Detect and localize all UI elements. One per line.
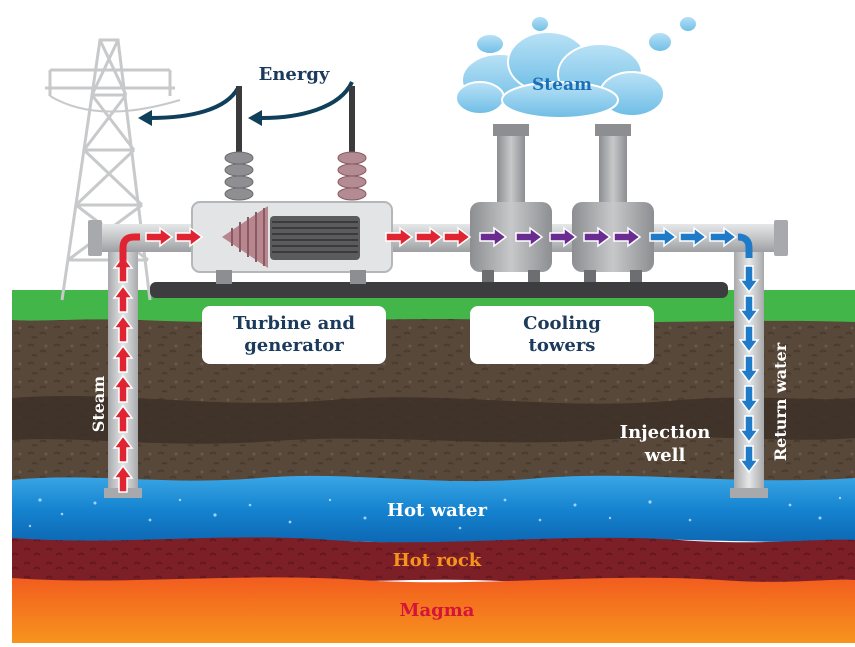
flow-arrows bbox=[112, 226, 760, 493]
hot-water-label: Hot water bbox=[387, 500, 488, 521]
cooling-label-line2: towers bbox=[528, 335, 596, 356]
cooling-tower-1 bbox=[470, 124, 552, 282]
steam-cloud bbox=[455, 15, 698, 119]
cooling-flow-arrow bbox=[583, 226, 612, 248]
turbine-generator bbox=[191, 86, 393, 284]
turbine-label-line1: Turbine and bbox=[233, 313, 355, 334]
hot-flow-arrow bbox=[415, 226, 444, 248]
turbine-generator-label: Turbine and generator bbox=[202, 306, 386, 364]
hot-rock-layer bbox=[12, 537, 855, 585]
return-down-arrow bbox=[738, 355, 760, 384]
hot-flow-arrow bbox=[175, 226, 204, 248]
soil-dark-band bbox=[12, 396, 855, 444]
return-down-arrow bbox=[738, 325, 760, 354]
return-down-arrow bbox=[738, 295, 760, 324]
steam-up-arrow bbox=[112, 374, 134, 403]
steam-side-label: Steam bbox=[89, 376, 108, 432]
cold-flow-arrow bbox=[649, 226, 678, 248]
steam-up-arrow bbox=[112, 254, 134, 283]
hot-water-layer bbox=[12, 475, 855, 545]
cooling-towers-label: Cooling towers bbox=[470, 306, 654, 364]
hot-flow-arrow bbox=[145, 226, 174, 248]
cooling-flow-arrow bbox=[613, 226, 642, 248]
return-elbow-arrow bbox=[737, 233, 753, 258]
steam-cloud-label: Steam bbox=[532, 75, 592, 95]
energy-label: Energy bbox=[259, 64, 330, 85]
injection-well-label-line1: Injection bbox=[620, 422, 711, 443]
steam-up-arrow bbox=[112, 464, 134, 493]
steam-up-arrow bbox=[112, 344, 134, 373]
cooling-flow-arrow bbox=[479, 226, 508, 248]
return-down-arrow bbox=[738, 385, 760, 414]
cooling-flow-arrow bbox=[515, 226, 544, 248]
steam-up-arrow bbox=[112, 314, 134, 343]
energy-arrows bbox=[138, 81, 354, 126]
water-bubbles bbox=[28, 496, 842, 530]
hot-flow-arrow bbox=[443, 226, 472, 248]
cooling-flow-arrow bbox=[549, 226, 578, 248]
steam-up-arrow bbox=[112, 434, 134, 463]
turbine-label-line2: generator bbox=[244, 335, 344, 356]
steam-up-arrow bbox=[112, 284, 134, 313]
return-down-arrow bbox=[738, 445, 760, 474]
return-water-label: Return water bbox=[771, 342, 790, 461]
power-pylon bbox=[45, 38, 181, 301]
injection-well-label-line2: well bbox=[644, 445, 686, 466]
magma-layer bbox=[12, 577, 855, 643]
cooling-tower-2 bbox=[572, 124, 654, 282]
cooling-towers bbox=[470, 124, 654, 282]
ground-layers bbox=[12, 290, 855, 643]
cold-flow-arrow bbox=[679, 226, 708, 248]
hot-rock-label: Hot rock bbox=[393, 550, 482, 571]
cooling-label-line1: Cooling bbox=[523, 313, 601, 334]
return-down-arrow bbox=[738, 415, 760, 444]
steam-up-arrow bbox=[112, 404, 134, 433]
cold-flow-arrow bbox=[709, 226, 738, 248]
hot-flow-arrow bbox=[385, 226, 414, 248]
return-down-arrow bbox=[738, 265, 760, 294]
equipment-base bbox=[150, 282, 728, 298]
steam-elbow-arrow bbox=[119, 233, 140, 262]
magma-label: Magma bbox=[400, 600, 475, 621]
